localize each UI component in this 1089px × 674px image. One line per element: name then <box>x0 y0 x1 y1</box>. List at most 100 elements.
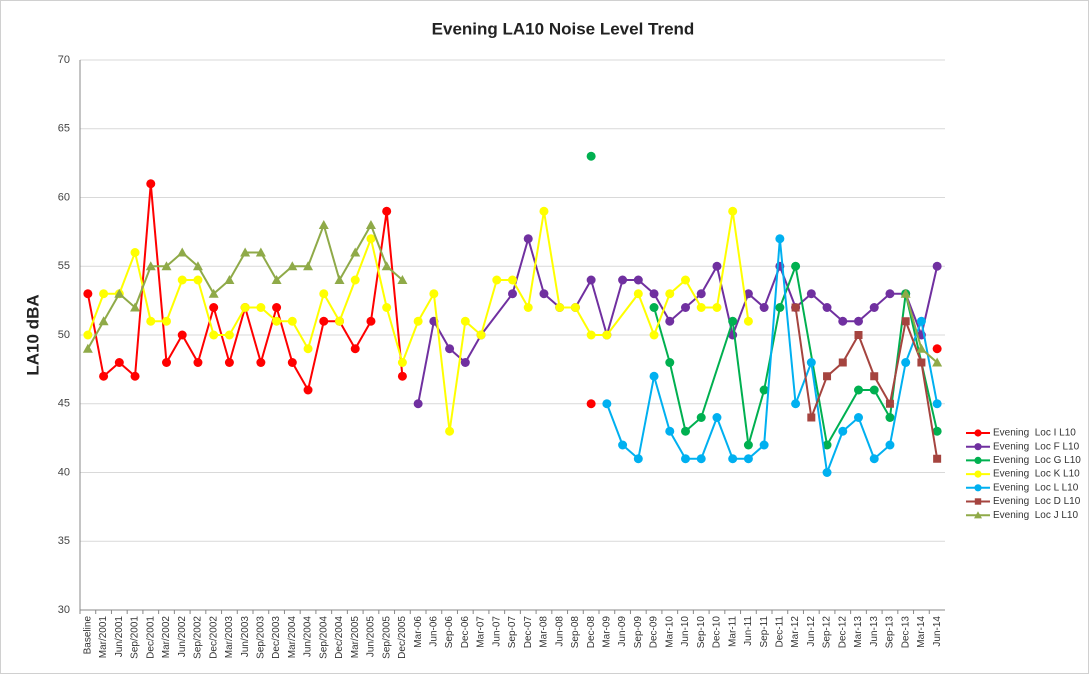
data-point <box>633 454 643 464</box>
data-point <box>633 275 643 285</box>
data-point <box>208 288 219 298</box>
data-point <box>854 316 863 326</box>
legend-label: Evening Loc G L10 <box>993 455 1081 466</box>
data-point <box>633 289 643 299</box>
data-point <box>728 316 738 326</box>
y-tick-label: 50 <box>58 329 70 341</box>
series-line <box>228 307 247 336</box>
series-line <box>369 238 388 308</box>
data-point <box>854 331 863 339</box>
data-point <box>193 275 203 285</box>
data-point <box>806 358 816 367</box>
data-point <box>712 261 722 271</box>
data-point <box>255 247 266 257</box>
series-line <box>574 279 593 308</box>
series-line <box>637 293 655 336</box>
legend-marker <box>974 429 982 437</box>
series-line <box>165 279 184 322</box>
series-line <box>307 293 325 350</box>
data-point <box>854 385 863 395</box>
data-point <box>413 316 423 326</box>
data-point <box>791 303 800 312</box>
series-line <box>385 307 404 363</box>
chart-title: Evening LA10 Noise Level Trend <box>432 19 695 38</box>
x-tick-label: Dec-13 <box>900 616 911 649</box>
series-line <box>684 279 703 308</box>
data-point <box>728 206 738 216</box>
x-tick-label: Baseline <box>83 616 94 655</box>
series-line <box>826 430 844 473</box>
x-tick-label: Mar-08 <box>539 616 550 648</box>
data-point <box>523 234 533 244</box>
data-point <box>350 247 361 257</box>
series-line <box>259 252 278 281</box>
data-point <box>696 303 706 312</box>
series-line <box>165 334 184 363</box>
series-line <box>653 375 671 432</box>
series-line <box>417 293 435 322</box>
data-point <box>932 426 942 436</box>
x-tick-label: Dec/2005 <box>397 616 408 659</box>
series-line <box>841 334 860 363</box>
data-point <box>870 372 879 381</box>
data-point <box>83 289 93 299</box>
data-point <box>130 248 140 257</box>
x-tick-label: Jun/2004 <box>303 616 314 658</box>
series-line <box>102 293 121 322</box>
x-tick-label: Sep-06 <box>444 616 455 649</box>
series-line <box>747 389 766 446</box>
data-point <box>177 330 187 340</box>
series-line <box>86 293 105 336</box>
data-point <box>696 289 706 299</box>
x-tick-label: Dec/2001 <box>145 616 156 659</box>
series-line <box>606 293 640 336</box>
data-point <box>114 358 124 367</box>
data-point <box>99 371 109 381</box>
x-tick-label: Sep-12 <box>822 616 833 649</box>
series-line <box>196 307 215 363</box>
series-line <box>778 265 797 308</box>
data-point <box>602 330 612 340</box>
series-line <box>715 211 734 308</box>
data-point <box>775 234 785 244</box>
series-line <box>668 362 687 432</box>
series-line <box>826 389 860 446</box>
x-tick-label: Dec-11 <box>775 616 786 648</box>
data-point <box>838 316 848 326</box>
data-point <box>508 289 517 299</box>
x-tick-label: Mar-12 <box>790 616 801 648</box>
series-line <box>605 279 624 336</box>
series-line <box>86 320 105 350</box>
series-line <box>637 376 656 459</box>
data-point <box>445 426 455 436</box>
series-line <box>370 224 388 267</box>
data-point <box>224 330 234 340</box>
data-point <box>177 275 187 285</box>
data-point <box>806 289 816 299</box>
data-point <box>240 247 251 257</box>
x-tick-label: Sep-09 <box>633 616 644 649</box>
data-point <box>901 317 910 326</box>
y-tick-label: 65 <box>58 123 70 135</box>
legend-label: Evening Loc K L10 <box>993 469 1080 480</box>
x-tick-label: Sep/2005 <box>381 616 392 659</box>
x-tick-label: Mar/2001 <box>98 616 109 659</box>
data-point <box>649 330 659 340</box>
series-line <box>134 183 152 377</box>
data-point <box>885 440 895 450</box>
data-point <box>523 303 533 312</box>
data-point <box>539 206 549 216</box>
data-point <box>869 303 879 312</box>
data-point <box>869 385 879 395</box>
x-tick-label: Sep-11 <box>759 616 770 648</box>
data-point <box>161 261 172 271</box>
data-point <box>303 385 313 395</box>
x-tick-label: Sep/2002 <box>193 616 204 659</box>
legend-marker <box>974 470 982 478</box>
series-line <box>291 362 309 391</box>
data-point <box>823 372 832 381</box>
data-point <box>838 426 848 436</box>
y-tick-label: 35 <box>58 535 70 547</box>
data-point <box>209 330 219 340</box>
data-point <box>822 468 832 477</box>
